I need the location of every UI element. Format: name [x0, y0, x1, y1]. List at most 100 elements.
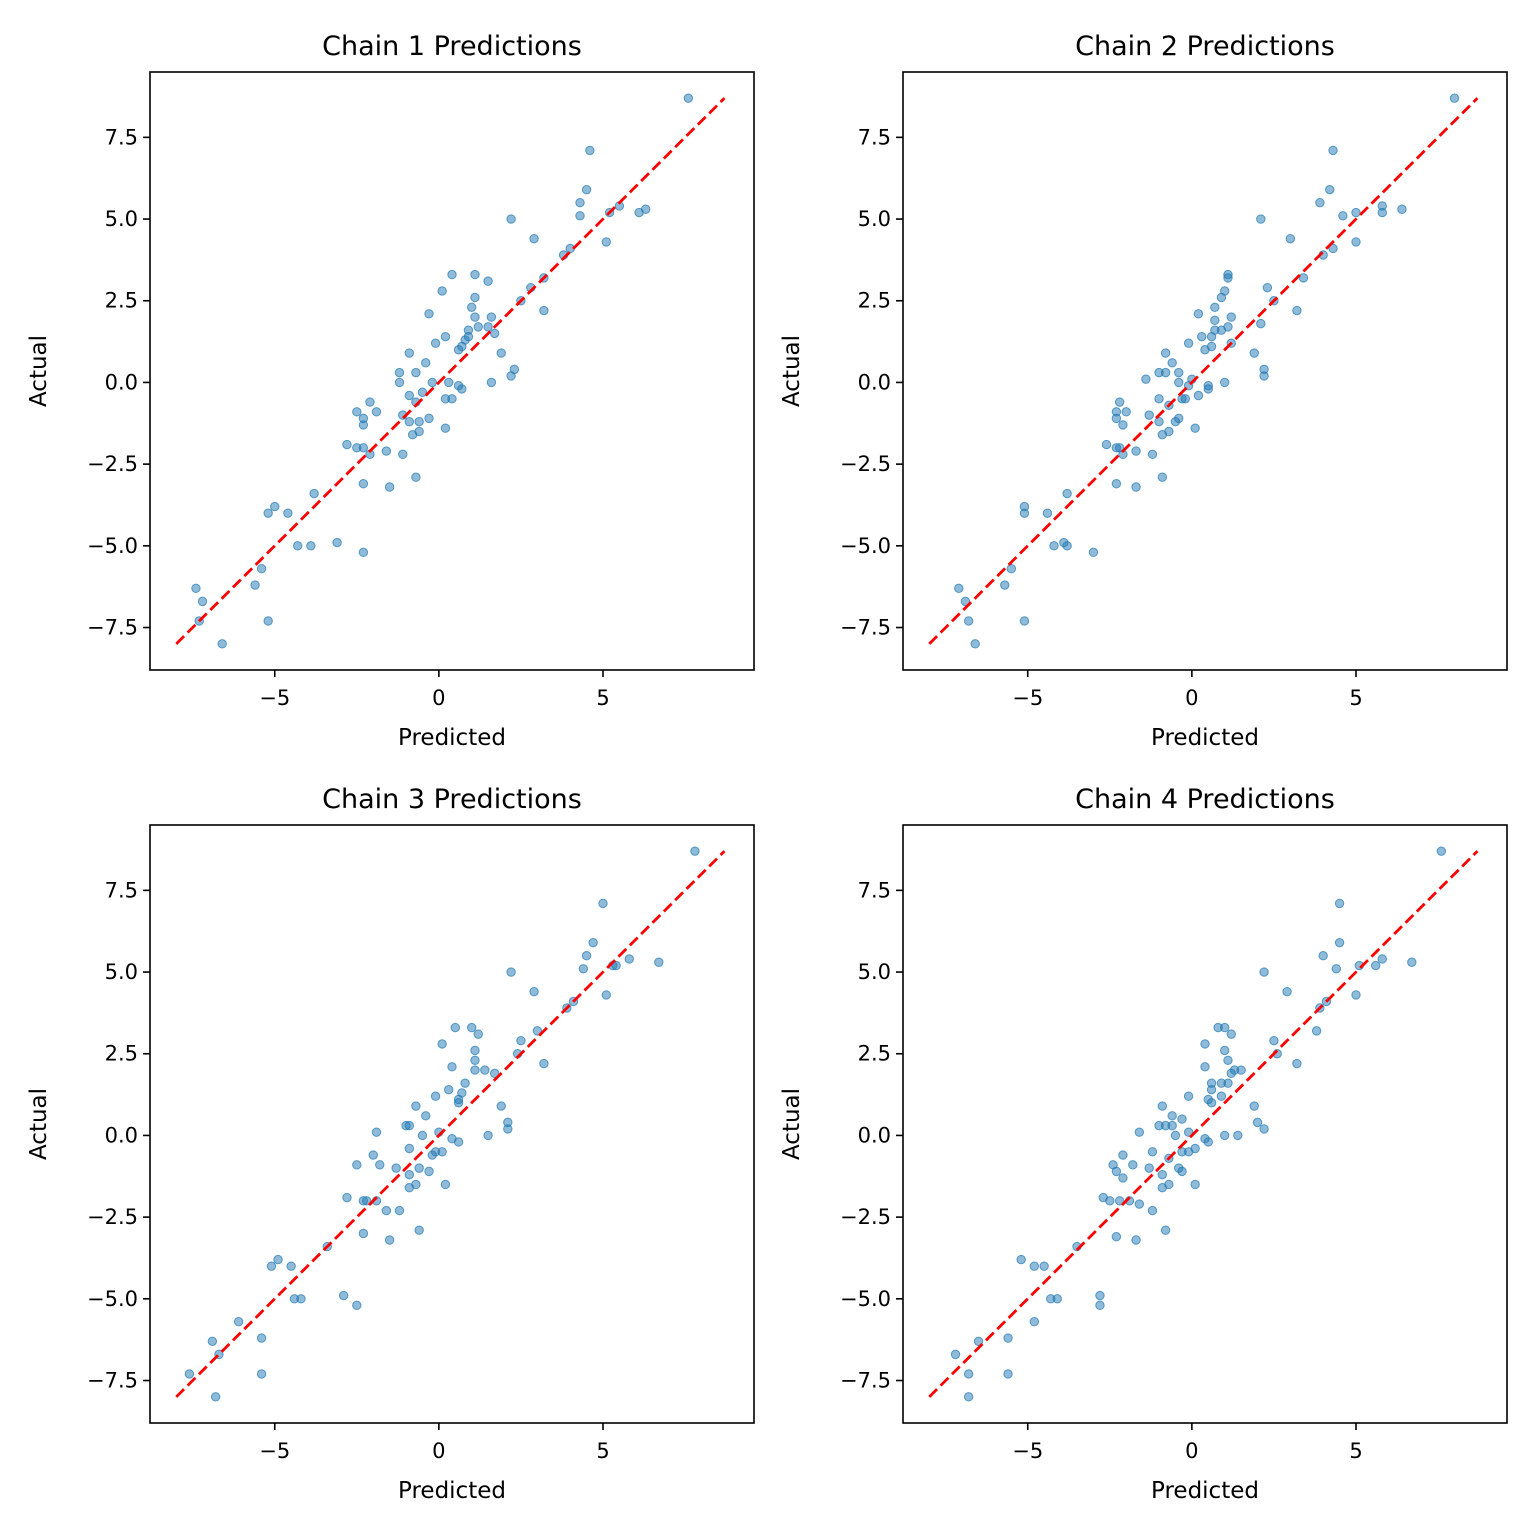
y-tick-label: 2.5 — [105, 1042, 138, 1066]
data-point — [1174, 367, 1184, 378]
data-point — [1039, 1261, 1049, 1271]
y-axis-label: Actual — [26, 1088, 52, 1160]
data-point — [381, 1205, 392, 1216]
data-point — [470, 312, 480, 322]
data-point — [1331, 964, 1342, 974]
y-tick-label: −7.5 — [840, 616, 891, 640]
data-point — [352, 407, 362, 417]
data-point — [954, 583, 964, 594]
data-point — [1174, 1163, 1184, 1173]
data-point — [1259, 371, 1269, 381]
y-tick-label: −2.5 — [87, 452, 138, 476]
data-point — [440, 331, 451, 342]
data-point — [963, 616, 974, 626]
data-point — [457, 384, 467, 394]
data-point — [1190, 423, 1200, 433]
y-tick-label: −5.0 — [840, 1287, 891, 1311]
x-tick-label: 0 — [432, 1439, 445, 1463]
data-point — [466, 1022, 477, 1033]
y-tick-label: −5.0 — [87, 1287, 138, 1311]
data-point — [1154, 394, 1164, 404]
subplot-chain-2: Chain 2 Predictions Predicted Actual −5 0… — [779, 31, 1508, 751]
subplot-chain-3: Chain 3 Predictions Predicted Actual −5 0… — [26, 784, 755, 1504]
data-point — [473, 322, 483, 332]
data-point — [506, 214, 516, 224]
data-point — [634, 207, 644, 218]
data-point — [581, 184, 592, 195]
reference-line — [175, 97, 726, 645]
data-point — [417, 1130, 428, 1141]
data-point — [414, 416, 424, 427]
subplot-chain-4: Chain 4 Predictions Predicted Actual −5 0… — [779, 784, 1508, 1504]
data-point — [384, 482, 395, 492]
x-axis-label: Predicted — [1151, 725, 1259, 751]
data-point — [496, 1101, 506, 1111]
data-point — [950, 1349, 961, 1360]
x-tick-label: 0 — [1185, 686, 1198, 710]
data-point — [1000, 580, 1010, 590]
data-point — [503, 1124, 513, 1134]
data-point — [483, 1130, 493, 1141]
data-point — [1351, 990, 1361, 1000]
data-point — [358, 479, 369, 489]
x-tick-label: 5 — [596, 1439, 609, 1463]
data-point — [421, 1111, 431, 1121]
data-point — [1170, 1130, 1181, 1141]
data-point — [1003, 1333, 1013, 1343]
data-point — [1160, 348, 1171, 358]
data-point — [1351, 237, 1361, 247]
data-point — [1141, 374, 1151, 384]
plot-frame — [149, 71, 755, 671]
data-point — [601, 237, 611, 247]
data-point — [496, 348, 506, 358]
data-point — [598, 898, 608, 909]
x-tick-label: −5 — [1012, 686, 1043, 710]
data-point — [1111, 479, 1122, 489]
data-point — [486, 312, 497, 322]
data-point — [191, 583, 201, 594]
data-point — [1282, 986, 1292, 997]
subplot-chain-1: Chain 1 Predictions Predicted Actual −5 0… — [26, 31, 755, 751]
y-tick-label: −2.5 — [840, 1205, 891, 1229]
data-point — [1114, 1196, 1125, 1206]
data-point — [342, 439, 352, 450]
data-point — [1236, 1065, 1246, 1075]
x-tick-label: 0 — [1185, 1439, 1198, 1463]
data-point — [404, 1169, 415, 1180]
data-point — [529, 986, 539, 997]
data-point — [1121, 407, 1131, 417]
data-point — [1206, 331, 1217, 342]
data-point — [1118, 1173, 1128, 1183]
x-axis-label: Predicted — [398, 1478, 506, 1504]
data-point — [973, 1336, 984, 1347]
data-point — [421, 358, 431, 368]
data-point — [437, 1039, 447, 1049]
data-point — [233, 1316, 244, 1327]
data-point — [489, 328, 500, 339]
scatter-points — [954, 93, 1460, 649]
data-point — [250, 580, 260, 590]
data-point — [266, 1261, 277, 1271]
data-point — [539, 1058, 549, 1069]
data-point — [430, 1091, 441, 1101]
data-point — [1157, 1169, 1168, 1180]
data-point — [1193, 390, 1204, 401]
data-point — [1334, 937, 1345, 948]
data-point — [1147, 1147, 1158, 1157]
x-tick-label: −5 — [259, 1439, 290, 1463]
data-point — [1167, 358, 1177, 368]
data-point — [1223, 1055, 1233, 1065]
data-point — [332, 537, 342, 548]
data-point — [581, 951, 592, 961]
data-point — [1407, 957, 1417, 967]
data-point — [404, 348, 415, 358]
data-point — [1134, 1127, 1145, 1137]
data-point — [440, 1179, 451, 1190]
data-point — [1436, 846, 1447, 856]
x-tick-label: −5 — [1012, 1439, 1043, 1463]
data-point — [1095, 1300, 1105, 1311]
data-point — [470, 1045, 480, 1056]
data-point — [1095, 1290, 1105, 1301]
data-point — [1154, 416, 1164, 427]
